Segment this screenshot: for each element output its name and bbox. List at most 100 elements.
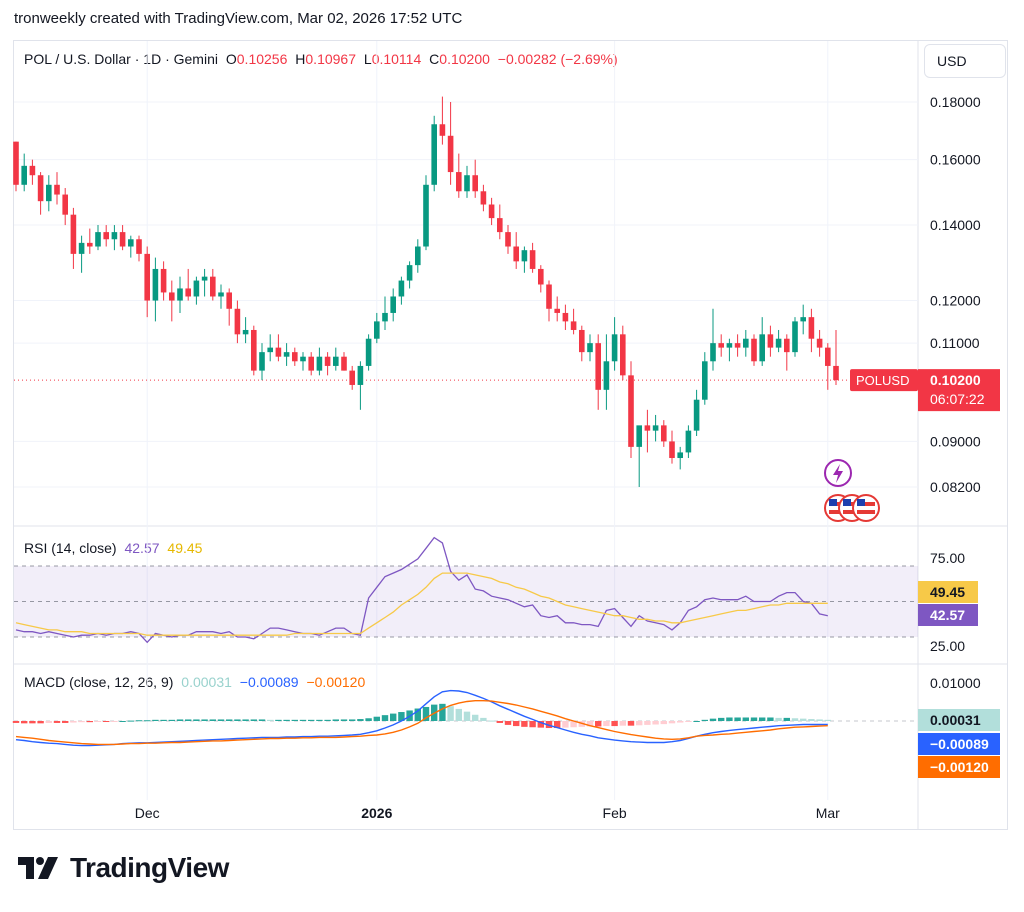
us-flag-stripe — [843, 502, 861, 506]
candle-body — [406, 265, 413, 281]
macd-histogram-bar — [176, 719, 184, 721]
macd-histogram-bar — [570, 721, 577, 728]
candle-body — [472, 175, 478, 192]
macd-histogram-bar — [783, 717, 790, 721]
macd-histogram-bar — [398, 712, 405, 721]
candle-body — [70, 214, 77, 254]
candle-body — [587, 343, 593, 353]
candle-body — [718, 343, 724, 348]
candle-body — [652, 425, 659, 431]
macd-histogram-bar — [652, 721, 659, 725]
us-flag-stripe — [829, 510, 847, 514]
candle-body — [620, 334, 626, 376]
candle-body — [792, 321, 798, 353]
rsi-ma-value: 49.45 — [167, 540, 203, 556]
macd-line-tag-text: −0.00089 — [930, 736, 989, 752]
macd-hist-tag-text: 0.00031 — [930, 712, 981, 728]
open-label: O — [225, 51, 237, 67]
macd-histogram-bar — [291, 719, 298, 721]
macd-histogram-bar — [111, 721, 118, 722]
macd-histogram-bar — [168, 719, 175, 721]
candle-body — [538, 268, 544, 285]
macd-histogram-bar — [37, 721, 44, 724]
macd-signal-tag-text: −0.00120 — [930, 759, 989, 775]
candle-body — [816, 338, 823, 348]
candle-body — [554, 308, 560, 313]
macd-histogram-bar — [185, 719, 192, 721]
macd-histogram-bar — [70, 721, 77, 723]
rsi-value: 42.57 — [124, 540, 160, 556]
chart-frame — [13, 40, 1008, 830]
candle-body — [103, 232, 109, 240]
macd-signal-line — [15, 700, 828, 746]
macd-histogram-bar — [480, 717, 487, 721]
macd-histogram-bar — [29, 721, 36, 724]
macd-histogram-bar — [537, 721, 544, 728]
macd-histogram-bar — [258, 719, 266, 721]
us-flag-canton — [829, 499, 837, 506]
macd-histogram-bar — [103, 721, 110, 722]
time-axis-tick: Dec — [135, 805, 160, 821]
macd-histogram-bar — [234, 719, 241, 721]
candle-body — [144, 253, 150, 301]
macd-histogram-bar — [135, 720, 143, 722]
candle-body — [431, 124, 437, 185]
candle-body — [529, 250, 536, 269]
candle-body — [759, 334, 765, 362]
macd-histogram-bar — [767, 717, 774, 721]
rsi-tag-text: 42.57 — [930, 607, 965, 623]
candle-body — [644, 425, 651, 431]
macd-histogram-bar — [267, 719, 274, 721]
chart-attribution: tronweekly created with TradingView.com,… — [14, 10, 463, 27]
macd-histogram-bar — [209, 719, 216, 721]
macd-histogram-bar — [308, 719, 315, 721]
macd-histogram-bar — [373, 716, 380, 721]
macd-histogram-bar — [324, 719, 331, 721]
macd-histogram-bar — [422, 706, 430, 721]
us-flag-stripe — [829, 502, 847, 506]
macd-histogram-bar — [603, 721, 610, 727]
macd-histogram-bar — [627, 721, 635, 726]
candle-body — [152, 268, 159, 301]
macd-histogram-bar — [545, 721, 553, 729]
candle-body — [136, 239, 142, 254]
candle-body — [480, 191, 487, 205]
candle-body — [226, 292, 232, 309]
candle-body — [234, 308, 241, 335]
macd-histogram-bar — [299, 719, 307, 721]
symbol-legend: POL / U.S. Dollar · 1D · Gemini O0.10256… — [24, 51, 622, 67]
candle-body — [365, 338, 372, 366]
candle-body — [505, 232, 511, 247]
macd-histogram-bar — [619, 721, 626, 726]
candle-body — [37, 175, 44, 202]
candle-body — [579, 329, 585, 353]
macd-histogram-bar — [734, 717, 741, 721]
macd-histogram-bar — [521, 721, 528, 727]
macd-histogram-bar — [283, 719, 290, 721]
candle-body — [259, 352, 265, 371]
currency-button[interactable]: USD — [924, 44, 1006, 78]
time-axis-tick: Feb — [603, 805, 627, 821]
us-flag-stripe — [857, 510, 875, 514]
macd-hist-value: 0.00031 — [181, 674, 232, 690]
candle-body — [193, 280, 200, 297]
close-label: C — [429, 51, 440, 67]
rsi-legend: RSI (14, close) 42.57 49.45 — [24, 540, 206, 556]
candle-body — [710, 343, 716, 362]
candle-body — [398, 280, 405, 297]
candle-body — [292, 352, 298, 362]
candle-body — [611, 334, 618, 362]
candle-body — [390, 296, 396, 313]
macd-histogram-bar — [816, 719, 823, 721]
candle-body — [767, 334, 774, 348]
candle-body — [300, 356, 306, 362]
candle-body — [29, 165, 36, 176]
macd-histogram-bar — [381, 715, 389, 721]
macd-histogram-bar — [53, 721, 61, 723]
macd-histogram-bar — [496, 721, 503, 723]
price-tag-bg — [918, 369, 1000, 412]
macd-histogram-bar — [611, 721, 618, 727]
macd-histogram-bar — [365, 718, 372, 721]
candle-body — [218, 292, 224, 297]
